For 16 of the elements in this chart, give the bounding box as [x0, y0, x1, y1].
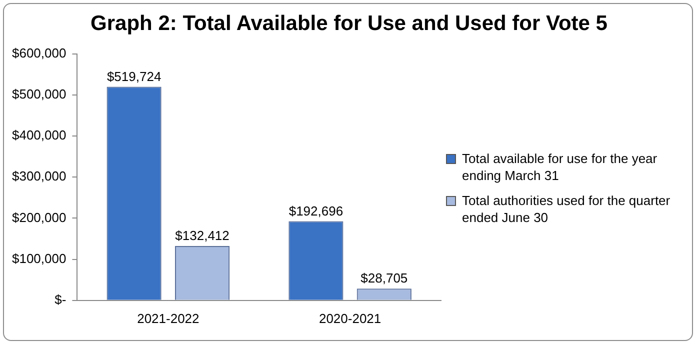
legend-label: Total available for use for the year ending March 31	[462, 150, 658, 184]
y-tick-label: $200,000	[12, 210, 66, 225]
legend-label: Total authorities used for the quarter ended June 30	[462, 192, 672, 226]
y-tick-label: $500,000	[12, 86, 66, 102]
x-tick-label: 2021-2022	[137, 310, 200, 326]
y-tick-label: $400,000	[12, 128, 66, 143]
y-tick-label: $100,000	[12, 250, 66, 266]
y-tick-label: $600,000	[12, 45, 66, 60]
y-tick-label: $300,000	[12, 168, 66, 184]
data-label: $192,696	[288, 203, 344, 218]
data-label: $28,705	[360, 270, 408, 286]
x-tick-label: 2020-2021	[318, 310, 382, 326]
data-label: $519,724	[106, 68, 162, 84]
y-tick-label: $-	[54, 292, 66, 307]
chart-title: Graph 2: Total Available for Use and Used for Vote 5	[90, 12, 608, 36]
data-label: $132,412	[175, 228, 230, 244]
